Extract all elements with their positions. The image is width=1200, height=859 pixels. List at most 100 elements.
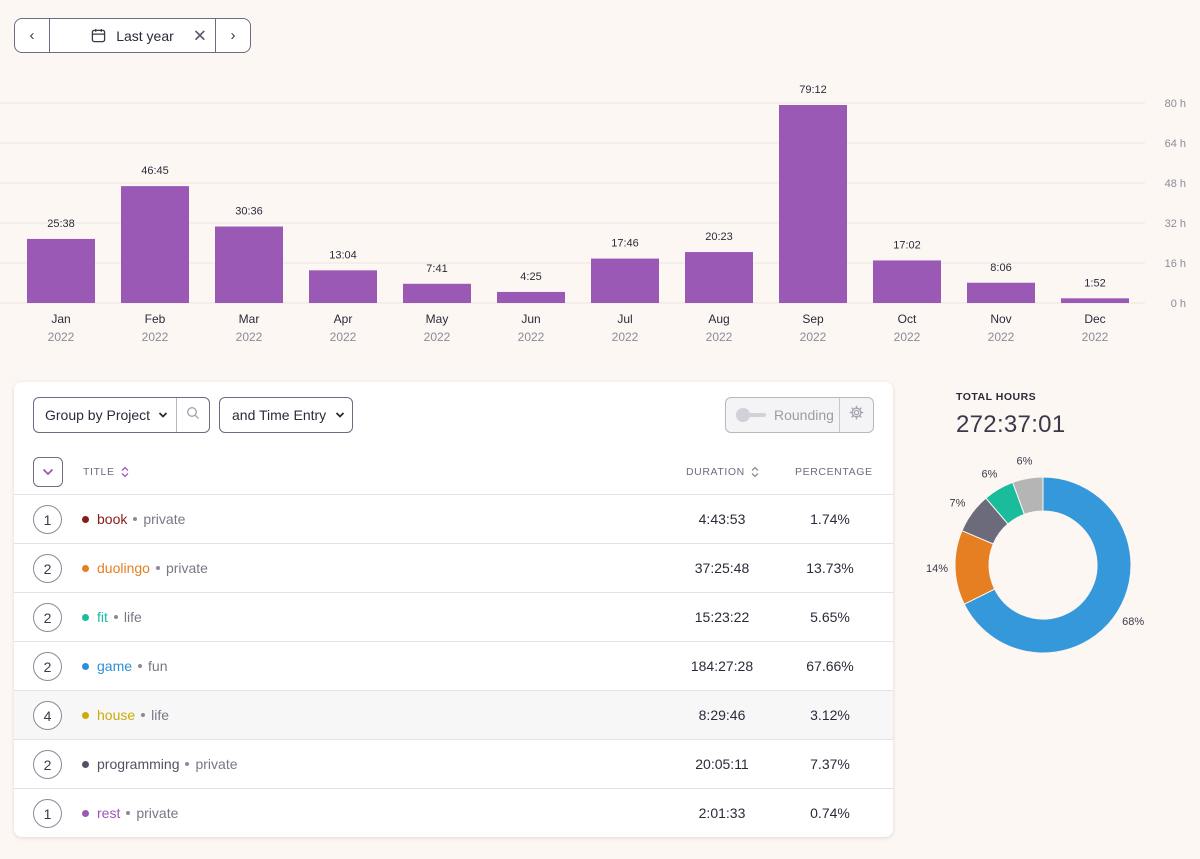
- entry-count-badge[interactable]: 2: [33, 554, 62, 583]
- duration-cell: 20:05:11: [695, 756, 749, 772]
- report-card: Group by Project and Time Entry Rounding: [14, 382, 893, 837]
- date-range-picker[interactable]: Last year ✕: [50, 19, 215, 52]
- bar[interactable]: [873, 260, 941, 303]
- group-by-select[interactable]: Group by Project: [34, 398, 177, 432]
- search-button[interactable]: [177, 398, 209, 432]
- duration-header-label: DURATION: [686, 466, 745, 478]
- expand-all-button[interactable]: [33, 457, 63, 487]
- project-name: programming: [97, 756, 180, 772]
- x-tick-label: Sep: [802, 312, 824, 326]
- donut-slice-label: 14%: [926, 563, 948, 575]
- title-column-header[interactable]: TITLE: [83, 466, 129, 478]
- client-name: fun: [148, 658, 168, 674]
- monthly-hours-chart: 0 h 16 h 32 h 48 h 64 h 80 h 25:38 Jan 2022 46:45…: [0, 84, 1186, 344]
- project-title: house life: [82, 707, 169, 723]
- gear-icon: [849, 405, 864, 425]
- bar-value-label: 4:25: [520, 271, 541, 283]
- x-tick-year: 2022: [330, 330, 357, 344]
- bar-value-label: 13:04: [329, 249, 357, 261]
- client-name: private: [165, 560, 208, 576]
- duration-cell: 184:27:28: [690, 658, 754, 674]
- project-name: duolingo: [97, 560, 150, 576]
- bar-value-label: 17:46: [611, 238, 639, 250]
- bar[interactable]: [309, 270, 377, 303]
- table-row[interactable]: 2 game fun 184:27:28 67.66%: [14, 642, 893, 691]
- donut-slice[interactable]: [1012, 476, 1044, 515]
- table-row[interactable]: 1 book private 4:43:53 1.74%: [14, 495, 893, 544]
- search-icon: [186, 406, 200, 425]
- bar[interactable]: [121, 186, 189, 303]
- project-title: programming private: [82, 756, 238, 772]
- duration-cell: 2:01:33: [698, 805, 746, 821]
- bar[interactable]: [215, 226, 283, 304]
- sort-icon: [751, 466, 759, 478]
- bar[interactable]: [27, 238, 95, 303]
- project-title: book private: [82, 511, 185, 527]
- donut-slice[interactable]: [963, 476, 1132, 654]
- bar[interactable]: [779, 105, 847, 303]
- x-tick-label: Oct: [898, 312, 917, 326]
- rounding-settings-button[interactable]: [840, 398, 873, 432]
- percentage-header-label: PERCENTAGE: [795, 466, 873, 478]
- project-title: duolingo private: [82, 560, 208, 576]
- table-row[interactable]: 1 rest private 2:01:33 0.74%: [14, 789, 893, 838]
- y-tick-label: 32 h: [1165, 218, 1186, 230]
- table-row[interactable]: 2 duolingo private 37:25:48 13.73%: [14, 544, 893, 593]
- x-tick-year: 2022: [48, 330, 75, 344]
- clear-range-icon[interactable]: ✕: [192, 26, 207, 45]
- entry-count-badge[interactable]: 2: [33, 652, 62, 681]
- x-tick-year: 2022: [894, 330, 921, 344]
- bar-value-label: 1:52: [1084, 277, 1105, 289]
- entry-count-badge[interactable]: 1: [33, 505, 62, 534]
- x-tick-year: 2022: [518, 330, 545, 344]
- percentage-cell: 5.65%: [810, 609, 850, 625]
- calendar-icon: [91, 28, 106, 43]
- bar[interactable]: [685, 252, 753, 303]
- entry-count-badge[interactable]: 4: [33, 701, 62, 730]
- x-tick-year: 2022: [424, 330, 451, 344]
- x-tick-label: Jun: [521, 312, 540, 326]
- rounding-toggle[interactable]: Rounding: [726, 398, 840, 432]
- previous-period-button[interactable]: ‹: [15, 19, 50, 52]
- bar[interactable]: [1061, 298, 1129, 303]
- bar[interactable]: [497, 291, 565, 303]
- donut-slice-label: 68%: [1122, 616, 1144, 628]
- donut-slice-label: 6%: [982, 469, 998, 481]
- next-period-button[interactable]: ›: [215, 19, 250, 52]
- x-tick-year: 2022: [142, 330, 169, 344]
- table-row[interactable]: 2 fit life 15:23:22 5.65%: [14, 593, 893, 642]
- y-tick-label: 16 h: [1165, 258, 1186, 270]
- bar[interactable]: [967, 282, 1035, 303]
- bar[interactable]: [403, 283, 471, 303]
- project-color-dot: [82, 662, 89, 670]
- entry-count-badge[interactable]: 2: [33, 603, 62, 632]
- rounding-label: Rounding: [774, 407, 834, 423]
- percentage-cell: 13.73%: [806, 560, 854, 576]
- duration-cell: 4:43:53: [698, 511, 746, 527]
- duration-column-header[interactable]: DURATION: [686, 466, 759, 478]
- donut-slice-label: 6%: [1016, 456, 1032, 468]
- title-header-label: TITLE: [83, 466, 115, 478]
- project-color-dot: [82, 809, 89, 817]
- y-tick-label: 64 h: [1165, 138, 1186, 150]
- project-color-dot: [82, 515, 89, 523]
- sort-icon: [121, 466, 129, 478]
- table-row[interactable]: 2 programming private 20:05:11 7.37%: [14, 740, 893, 789]
- percentage-cell: 3.12%: [810, 707, 850, 723]
- entry-count-badge[interactable]: 2: [33, 750, 62, 779]
- total-hours-label: TOTAL HOURS: [956, 391, 1037, 403]
- project-title: rest private: [82, 805, 178, 821]
- bar[interactable]: [591, 258, 659, 303]
- separator-dot: [141, 713, 146, 717]
- entry-count-badge[interactable]: 1: [33, 799, 62, 828]
- x-tick-label: Dec: [1084, 312, 1105, 326]
- x-tick-year: 2022: [612, 330, 639, 344]
- donut-slice-label: 7%: [950, 497, 966, 509]
- subgroup-select[interactable]: and Time Entry: [219, 397, 353, 433]
- project-rows: 1 book private 4:43:53 1.74% 2 duolingo private…: [14, 495, 893, 838]
- project-color-dot: [82, 613, 89, 621]
- table-row[interactable]: 4 house life 8:29:46 3.12%: [14, 691, 893, 740]
- chevron-down-icon: [335, 411, 345, 419]
- x-tick-year: 2022: [988, 330, 1015, 344]
- project-color-dot: [82, 760, 89, 768]
